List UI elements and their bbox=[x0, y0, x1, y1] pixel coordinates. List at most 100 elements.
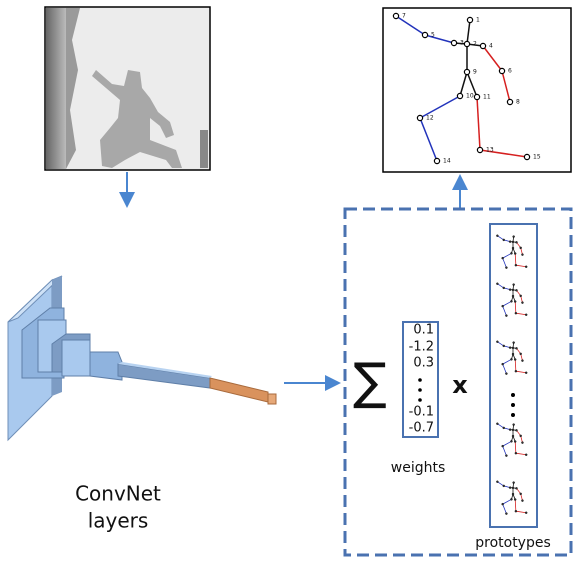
bone bbox=[502, 252, 512, 259]
joint bbox=[515, 487, 518, 490]
bone bbox=[515, 452, 527, 456]
joint bbox=[525, 265, 528, 268]
bone bbox=[502, 498, 512, 505]
bone bbox=[502, 358, 512, 365]
joint bbox=[515, 429, 518, 432]
bone bbox=[497, 341, 504, 347]
joint bbox=[511, 294, 515, 298]
bone bbox=[419, 95, 461, 119]
joint bbox=[501, 304, 504, 308]
joint bbox=[502, 238, 505, 242]
joint bbox=[511, 346, 515, 350]
joint-label: 15 bbox=[533, 154, 541, 161]
joint-label: 1 bbox=[476, 17, 480, 24]
joint bbox=[511, 240, 515, 244]
bone bbox=[502, 364, 507, 374]
joint bbox=[515, 289, 518, 292]
joint bbox=[512, 283, 515, 286]
joint bbox=[450, 39, 458, 47]
joint bbox=[510, 252, 513, 255]
joint bbox=[514, 300, 517, 303]
joint bbox=[511, 428, 515, 432]
convnet-label: ConvNet bbox=[75, 482, 161, 506]
joint bbox=[515, 347, 518, 350]
joint-label: 2 bbox=[473, 41, 477, 48]
joint bbox=[510, 358, 513, 361]
joint bbox=[521, 499, 524, 502]
joint bbox=[512, 423, 515, 426]
joint bbox=[512, 481, 515, 484]
bone bbox=[476, 96, 481, 151]
joint bbox=[514, 510, 518, 513]
joint-label: 9 bbox=[473, 69, 477, 76]
joint bbox=[515, 241, 518, 244]
ellipsis-dot bbox=[511, 393, 515, 397]
joint bbox=[519, 492, 522, 496]
joint bbox=[496, 422, 499, 425]
joint bbox=[463, 68, 471, 76]
bone bbox=[514, 499, 517, 512]
joint bbox=[506, 98, 514, 106]
joint bbox=[519, 434, 522, 438]
joint bbox=[519, 352, 522, 356]
skeleton-frame bbox=[382, 7, 572, 173]
joint bbox=[433, 157, 441, 165]
ellipsis-dot bbox=[418, 378, 422, 382]
joint-label: 8 bbox=[516, 99, 520, 106]
joint bbox=[519, 246, 522, 250]
joint bbox=[514, 452, 518, 455]
convnet bbox=[7, 275, 277, 442]
depth-image bbox=[44, 6, 211, 171]
joint-label: 5 bbox=[431, 32, 435, 39]
bone bbox=[479, 149, 528, 158]
joint-label: 14 bbox=[443, 158, 451, 165]
convnet-label: layers bbox=[88, 509, 149, 533]
joint bbox=[479, 42, 487, 50]
joint bbox=[476, 146, 484, 154]
joint bbox=[514, 264, 518, 267]
bone bbox=[466, 71, 478, 98]
sum-symbol: ∑ bbox=[353, 353, 387, 411]
joint bbox=[508, 288, 512, 291]
bone bbox=[502, 504, 507, 514]
joint bbox=[514, 370, 518, 373]
bone bbox=[459, 71, 468, 97]
joint bbox=[502, 286, 505, 290]
bone bbox=[482, 45, 503, 72]
weights-label: weights bbox=[391, 460, 446, 476]
joint bbox=[496, 234, 499, 237]
joint bbox=[508, 346, 512, 349]
bone bbox=[497, 481, 504, 487]
joint-label: 3 bbox=[460, 40, 464, 47]
joint-label: 6 bbox=[508, 68, 512, 75]
joint bbox=[525, 511, 528, 514]
operator: x bbox=[452, 371, 468, 399]
joint bbox=[510, 440, 513, 443]
weight-value: 0.3 bbox=[413, 356, 434, 371]
joint-label: 13 bbox=[486, 147, 494, 154]
joint-label: 4 bbox=[489, 43, 493, 50]
joint bbox=[502, 484, 505, 488]
bone bbox=[514, 441, 517, 454]
joint bbox=[501, 256, 504, 260]
joint bbox=[463, 40, 471, 48]
weight-value: -0.1 bbox=[409, 405, 434, 420]
joint bbox=[501, 362, 504, 366]
joint bbox=[514, 440, 517, 443]
prototypes-label: prototypes bbox=[475, 535, 551, 551]
bone bbox=[515, 264, 527, 268]
joint bbox=[511, 492, 515, 496]
ellipsis-dot bbox=[511, 413, 515, 417]
bone bbox=[515, 312, 527, 316]
joint bbox=[466, 16, 474, 24]
joint bbox=[521, 253, 524, 256]
joint bbox=[525, 371, 528, 374]
joint bbox=[496, 340, 499, 343]
bone bbox=[502, 306, 507, 316]
joint bbox=[505, 454, 508, 457]
joint bbox=[502, 426, 505, 430]
joint bbox=[501, 502, 504, 506]
joint bbox=[505, 266, 508, 269]
bone bbox=[515, 510, 527, 514]
